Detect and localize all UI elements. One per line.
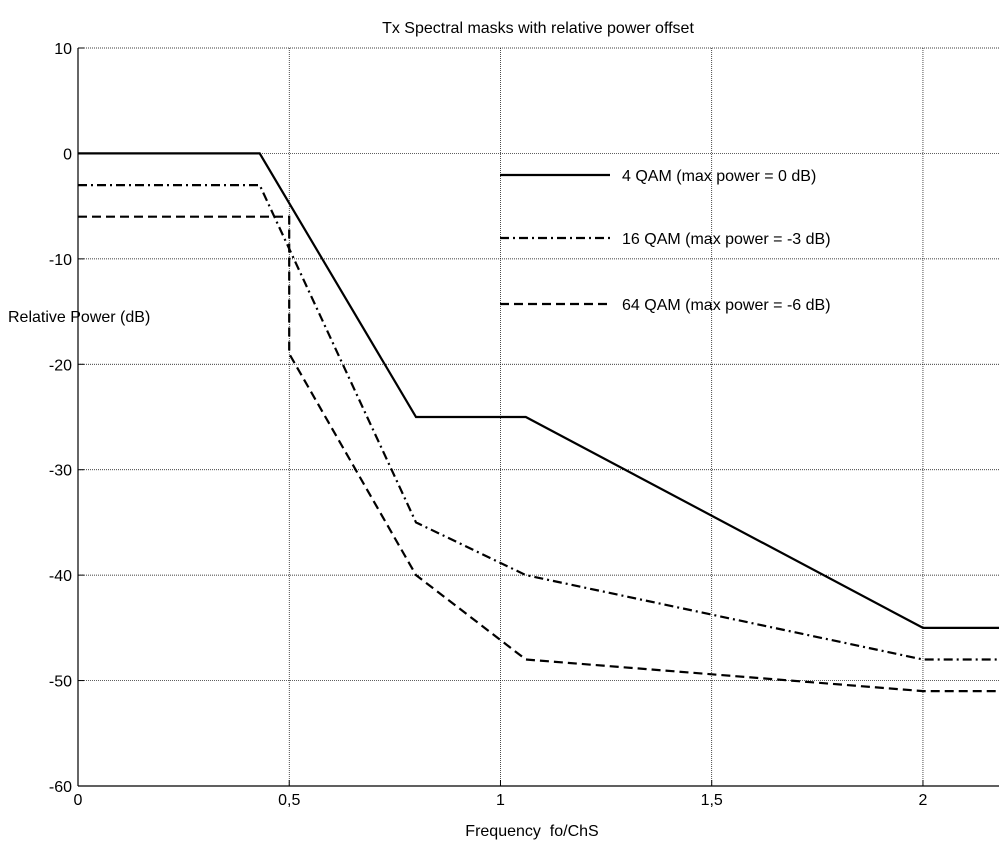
legend-label-3: 64 QAM (max power = -6 dB)	[622, 297, 831, 314]
y-tick-label: 0	[63, 146, 72, 163]
axes	[77, 47, 999, 787]
grid-lines	[78, 47, 999, 786]
y-axis-label: Relative Power (dB)	[8, 309, 150, 326]
x-axis-label: Frequency fo/ChS	[465, 823, 598, 840]
y-tick-label: -30	[49, 463, 72, 480]
x-tick-label: 0,5	[278, 792, 300, 809]
legend-label-1: 4 QAM (max power = 0 dB)	[622, 168, 816, 185]
series-lines	[78, 152, 999, 693]
x-tick-label: 2	[919, 792, 928, 809]
x-tick-label: 1	[496, 792, 505, 809]
series-line-2	[78, 184, 999, 661]
series-line-3	[78, 215, 999, 693]
x-tick-label: 1,5	[701, 792, 723, 809]
tick-labels: 0 0,5 1 1,5 2 10 0 -10 -20 -30 -40 -50 -60	[49, 41, 928, 809]
x-tick-label: 0	[74, 792, 83, 809]
y-tick-label: -20	[49, 357, 72, 374]
y-tick-label: -50	[49, 674, 72, 691]
legend-label-2: 16 QAM (max power = -3 dB)	[622, 231, 831, 248]
series-line-1	[78, 152, 999, 630]
y-tick-label: -60	[49, 779, 72, 796]
y-tick-label: -10	[49, 252, 72, 269]
y-tick-label: 10	[54, 41, 72, 58]
chart-title: Tx Spectral masks with relative power of…	[382, 20, 694, 37]
y-tick-label: -40	[49, 568, 72, 585]
legend: 4 QAM (max power = 0 dB) 16 QAM (max powe…	[500, 168, 831, 314]
